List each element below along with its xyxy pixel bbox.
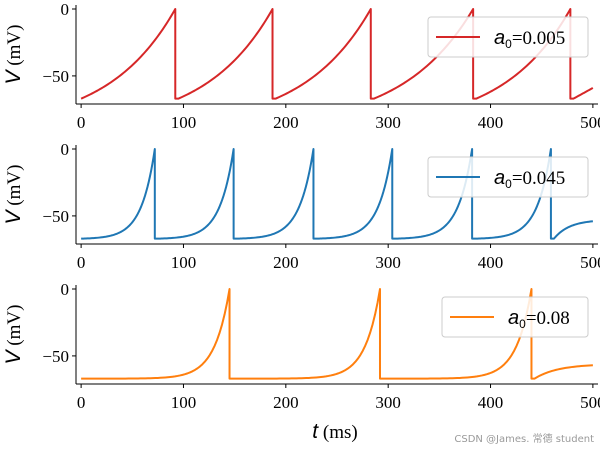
series-line	[81, 148, 593, 240]
x-tick-label: 500	[580, 393, 600, 412]
y-axis-unit: (mV)	[4, 305, 25, 351]
x-tick-label: 400	[478, 113, 504, 132]
y-tick-label: −50	[42, 347, 69, 366]
x-axis-label: t (ms)	[312, 420, 357, 443]
x-axis-unit: (ms)	[318, 422, 358, 443]
y-axis-label: V (mV)	[2, 25, 25, 85]
x-tick-label: 100	[171, 253, 197, 272]
legend-subscript: 0	[505, 37, 512, 51]
y-tick-label: 0	[61, 140, 70, 159]
y-axis-unit: (mV)	[4, 165, 25, 211]
x-tick-label: 0	[77, 253, 86, 272]
x-tick-label: 100	[171, 113, 197, 132]
x-axis-symbol: t	[312, 420, 319, 443]
x-tick-label: 500	[580, 113, 600, 132]
x-tick-label: 300	[375, 253, 401, 272]
y-tick-label: 0	[61, 280, 70, 299]
x-tick-label: 0	[77, 113, 86, 132]
series-line	[80, 8, 594, 100]
x-tick-label: 500	[580, 253, 600, 272]
x-tick-label: 300	[375, 393, 401, 412]
legend-label: a0=0.045	[494, 167, 565, 191]
x-tick-label: 200	[273, 393, 299, 412]
legend-symbol: a	[508, 307, 519, 329]
legend-frame	[427, 156, 589, 198]
x-tick-label: 200	[273, 253, 299, 272]
y-axis-label: V (mV)	[2, 305, 25, 365]
y-axis-symbol: V	[2, 208, 25, 224]
x-tick-label: 0	[77, 393, 86, 412]
x-tick-label: 300	[375, 113, 401, 132]
x-tick-label: 100	[171, 393, 197, 412]
panel-2: 01002003004005000−50V (mV)a0=0.045	[2, 140, 600, 272]
y-axis-symbol: V	[2, 348, 25, 364]
legend-symbol: a	[494, 167, 505, 189]
legend-value: =0.08	[526, 308, 570, 329]
y-tick-label: 0	[61, 0, 70, 19]
watermark-text: CSDN @James. 常德 student	[454, 434, 594, 445]
x-tick-label: 400	[478, 393, 504, 412]
y-tick-label: −50	[42, 67, 69, 86]
y-axis-unit: (mV)	[4, 25, 25, 71]
legend-subscript: 0	[505, 177, 512, 191]
legend-symbol: a	[494, 27, 505, 49]
legend: a0=0.08	[441, 296, 589, 338]
panel-1: 01002003004005000−50V (mV)a0=0.005	[2, 0, 600, 132]
y-axis-symbol: V	[2, 68, 25, 84]
legend-value: =0.045	[512, 168, 565, 189]
x-tick-label: 400	[478, 253, 504, 272]
legend-value: =0.005	[512, 28, 565, 49]
legend-label: a0=0.08	[508, 307, 570, 331]
x-tick-label: 200	[273, 113, 299, 132]
y-axis-label: V (mV)	[2, 165, 25, 225]
legend-label: a0=0.005	[494, 27, 565, 51]
panel-3: 01002003004005000−50V (mV)t (ms)a0=0.08	[2, 280, 600, 443]
y-tick-label: −50	[42, 207, 69, 226]
legend: a0=0.045	[427, 156, 589, 198]
legend-frame	[441, 296, 589, 338]
legend-frame	[427, 16, 589, 58]
legend: a0=0.005	[427, 16, 589, 58]
legend-subscript: 0	[519, 317, 526, 331]
